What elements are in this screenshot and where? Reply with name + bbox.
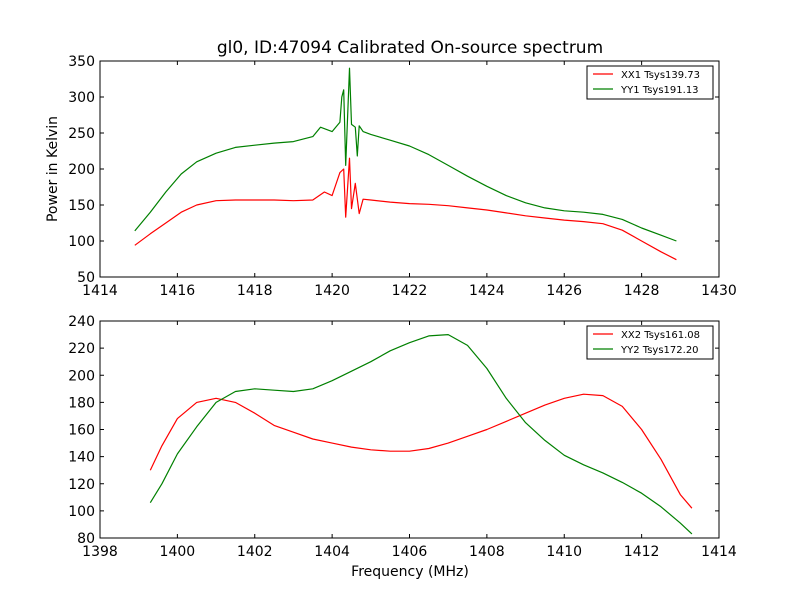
y-tick-label: 200 xyxy=(68,162,95,178)
top-panel: gl0, ID:47094 Calibrated On-source spect… xyxy=(45,38,737,299)
x-tick-label: 1412 xyxy=(624,544,660,560)
y-tick-label: 160 xyxy=(68,423,95,439)
x-tick-label: 1408 xyxy=(469,544,505,560)
x-tick-label: 1414 xyxy=(701,544,737,560)
bottom-panel: Frequency (MHz) 1398 1400 1402 1404 1406 1408… xyxy=(68,314,737,580)
x-tick-label: 1418 xyxy=(237,283,273,299)
x-tick-label: 1424 xyxy=(469,283,505,299)
top-legend-box xyxy=(586,65,714,100)
top-legend: XX1 Tsys139.73 YY1 Tsys191.13 xyxy=(586,65,714,100)
x-tick-label: 1426 xyxy=(546,283,582,299)
y-tick-label: 350 xyxy=(68,54,95,70)
y-tick-label: 150 xyxy=(68,198,95,214)
bottom-x-ticks: 1398 1400 1402 1404 1406 1408 1410 1412 1414 xyxy=(82,321,737,560)
series-line-0-1 xyxy=(134,67,677,242)
y-tick-label: 100 xyxy=(68,504,95,520)
y-tick-label: 240 xyxy=(68,314,95,330)
series-line-1-0 xyxy=(149,393,693,509)
x-tick-label: 1398 xyxy=(82,544,118,560)
x-tick-label: 1406 xyxy=(392,544,428,560)
x-axis-label: Frequency (MHz) xyxy=(351,564,469,580)
x-tick-label: 1428 xyxy=(624,283,660,299)
y-tick-label: 100 xyxy=(68,234,95,250)
x-tick-label: 1400 xyxy=(160,544,196,560)
legend-label-xx1: XX1 Tsys139.73 xyxy=(621,70,700,81)
y-tick-label: 300 xyxy=(68,90,95,106)
bottom-legend: XX2 Tsys161.08 YY2 Tsys172.20 xyxy=(586,325,714,360)
x-tick-label: 1422 xyxy=(392,283,428,299)
top-y-ticks: 50 100 150 200 250 300 350 xyxy=(68,54,719,286)
y-tick-label: 120 xyxy=(68,477,95,493)
series-line-0-0 xyxy=(134,157,677,261)
bottom-series-layer xyxy=(149,334,693,535)
x-tick-label: 1416 xyxy=(160,283,196,299)
legend-label-yy1: YY1 Tsys191.13 xyxy=(620,85,699,96)
series-line-1-1 xyxy=(149,334,693,535)
bottom-legend-box xyxy=(586,325,714,360)
y-tick-label: 250 xyxy=(68,126,95,142)
bottom-y-ticks: 80 100 120 140 160 180 200 220 240 xyxy=(68,314,719,547)
y-tick-label: 220 xyxy=(68,341,95,357)
y-tick-label: 50 xyxy=(77,270,95,286)
legend-label-xx2: XX2 Tsys161.08 xyxy=(621,330,700,341)
x-tick-label: 1404 xyxy=(314,544,350,560)
chart-title: gl0, ID:47094 Calibrated On-source spect… xyxy=(217,38,603,58)
x-tick-label: 1430 xyxy=(701,283,737,299)
legend-label-yy2: YY2 Tsys172.20 xyxy=(620,345,699,356)
x-tick-label: 1414 xyxy=(82,283,118,299)
top-series-layer xyxy=(134,67,677,261)
x-tick-label: 1420 xyxy=(314,283,350,299)
x-tick-label: 1410 xyxy=(546,544,582,560)
y-axis-label: Power in Kelvin xyxy=(45,116,61,222)
y-tick-label: 180 xyxy=(68,395,95,411)
y-tick-label: 200 xyxy=(68,368,95,384)
y-tick-label: 80 xyxy=(77,531,95,547)
y-tick-label: 140 xyxy=(68,450,95,466)
x-tick-label: 1402 xyxy=(237,544,273,560)
top-x-ticks: 1414 1416 1418 1420 1422 1424 1426 1428 1430 xyxy=(82,61,737,299)
